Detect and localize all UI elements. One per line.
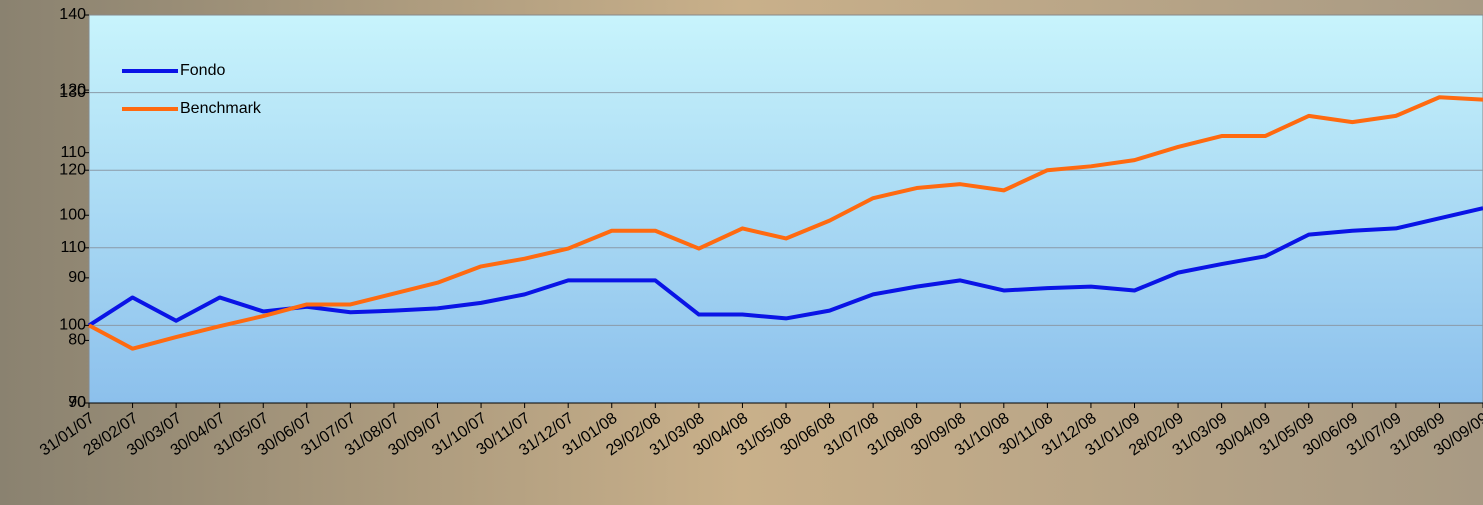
y-tick-label: 120 [59, 161, 86, 178]
y-tick-label: 130 [59, 84, 86, 101]
y-tick-label: 90 [68, 394, 86, 411]
legend-label: Fondo [180, 62, 225, 79]
y2-tick-label: 70 [68, 394, 86, 411]
line-series [87, 206, 1483, 328]
y2-tick-label: 90 [68, 269, 86, 286]
y2-tick-label: 110 [60, 144, 86, 161]
y-tick-label: 110 [60, 239, 86, 256]
plot-area [88, 14, 1483, 404]
y-tick-label: 100 [59, 317, 86, 334]
legend-label: Benchmark [180, 100, 262, 117]
y2-tick-label: 100 [59, 206, 86, 223]
y2-tick-label: 120 [59, 81, 86, 98]
y2-tick-label: 80 [68, 332, 86, 349]
line-series [88, 95, 1483, 351]
y-tick-label: 140 [59, 6, 86, 23]
